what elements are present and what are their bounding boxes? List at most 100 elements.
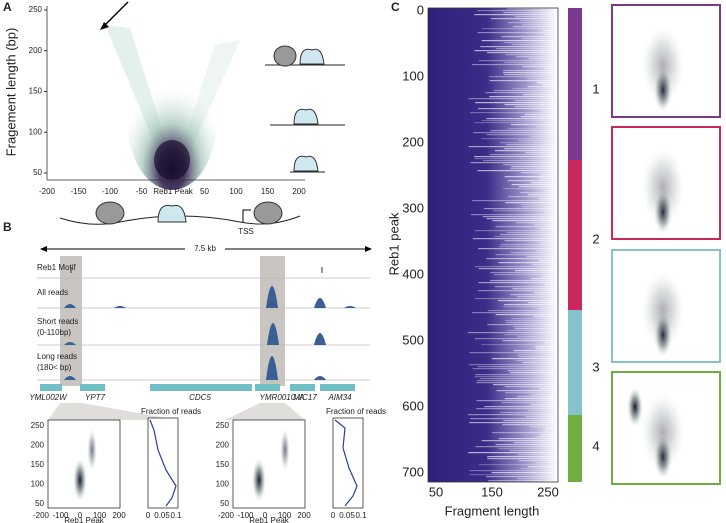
heatmap-row	[520, 204, 558, 206]
heatmap-row	[517, 354, 558, 356]
heatmap-row	[501, 402, 558, 404]
heatmap-row	[507, 128, 558, 130]
heatmap-row	[504, 176, 558, 178]
heatmap-row	[515, 270, 558, 272]
heatmap-row	[530, 394, 558, 396]
fraction-tick: 0.05	[339, 511, 355, 520]
heatmap-row	[510, 372, 558, 374]
fraction-tick: 0	[146, 511, 151, 520]
cluster-bar	[568, 8, 582, 160]
y-tick-label: 100	[31, 480, 45, 489]
heatmap-row	[481, 40, 558, 42]
heatmap-row	[470, 214, 558, 216]
gene-label: YMR001C-A	[260, 393, 305, 402]
heatmap-row	[505, 320, 558, 322]
heatmap-row	[505, 202, 558, 204]
heatmap-row	[517, 140, 558, 142]
heatmap-row	[506, 232, 558, 234]
heatmap-row	[503, 42, 558, 44]
inset-blob	[641, 270, 685, 350]
heatmap-row	[482, 28, 558, 30]
heatmap-row	[468, 98, 558, 100]
inset-blob	[641, 392, 685, 472]
heatmap-row	[495, 226, 558, 228]
heatmap-row	[487, 324, 558, 326]
heatmap-row	[531, 278, 558, 280]
heatmap-row	[516, 478, 558, 480]
tss-label: TSS	[238, 227, 254, 236]
heatmap-row	[538, 198, 558, 200]
heatmap-row	[476, 408, 558, 410]
heatmap-row	[532, 264, 558, 266]
gene	[255, 384, 280, 391]
heatmap-row	[474, 156, 558, 158]
heatmap-row	[535, 348, 558, 350]
fraction-title: Fraction of reads	[141, 407, 201, 416]
heatmap-row	[528, 58, 558, 60]
heatmap-row	[507, 330, 558, 332]
heatmap-row	[544, 68, 558, 70]
highlight	[60, 256, 82, 386]
inset-blob	[627, 387, 643, 427]
heatmap-row	[475, 102, 558, 104]
arrow-head	[100, 22, 109, 30]
heatmap-row	[477, 290, 558, 292]
heatmap-row	[516, 56, 558, 58]
heatmap-row	[538, 260, 558, 262]
heatmap-row	[510, 252, 558, 254]
track-label: All reads	[37, 288, 68, 297]
track-label: Reb1 Motif	[37, 263, 76, 272]
cluster-bar	[568, 415, 582, 482]
x-tick-label: -200	[33, 511, 50, 520]
gene	[290, 384, 315, 391]
heatmap-row	[531, 136, 558, 138]
heatmap-row	[469, 470, 558, 472]
heatmap-row	[472, 200, 558, 202]
heatmap-row	[520, 468, 558, 470]
heatmap-row	[512, 288, 558, 290]
heatmap-row	[478, 268, 558, 270]
heatmap-row	[522, 362, 558, 364]
heatmap-row	[517, 396, 558, 398]
read-peak	[64, 304, 76, 308]
track-range: (180< bp)	[37, 363, 72, 372]
heatmap-row	[474, 122, 558, 124]
y-tick-label: 250	[216, 421, 230, 430]
heatmap-row	[539, 388, 558, 390]
x-tick-label: -200	[218, 511, 235, 520]
heatmap-row	[487, 456, 558, 458]
heatmap-row	[486, 258, 558, 260]
heatmap-row	[510, 294, 558, 296]
heatmap-row	[491, 472, 558, 474]
heatmap-row	[484, 406, 558, 408]
heatmap-row	[504, 334, 558, 336]
heatmap-row	[540, 434, 558, 436]
y-tick-label: 0	[417, 2, 424, 17]
arrow	[102, 1, 129, 28]
heatmap-row	[492, 432, 558, 434]
y-tick-label: 600	[402, 398, 424, 413]
heatmap-row	[469, 112, 558, 114]
heatmap-row	[522, 66, 558, 68]
fraction-title: Fraction of reads	[326, 407, 386, 416]
read-peak	[314, 333, 326, 345]
heatmap-row	[544, 34, 558, 36]
heatmap-row	[507, 8, 558, 10]
inset-blob	[73, 458, 87, 502]
read-peak	[314, 376, 326, 380]
cluster-label: 3	[592, 359, 599, 374]
heatmap-row	[492, 220, 558, 222]
heatmap-row	[494, 236, 558, 238]
heatmap-row	[504, 386, 558, 388]
heatmap-row	[472, 312, 558, 314]
fraction-tick: 0.05	[154, 511, 170, 520]
heatmap-row	[476, 400, 558, 402]
heatmap-row	[491, 358, 558, 360]
heatmap-row	[473, 132, 558, 134]
x-tick-label: 50	[200, 187, 209, 196]
heatmap-row	[507, 22, 558, 24]
heatmap-row	[469, 474, 558, 476]
heatmap-row	[498, 448, 558, 450]
heatmap-row	[503, 306, 558, 308]
